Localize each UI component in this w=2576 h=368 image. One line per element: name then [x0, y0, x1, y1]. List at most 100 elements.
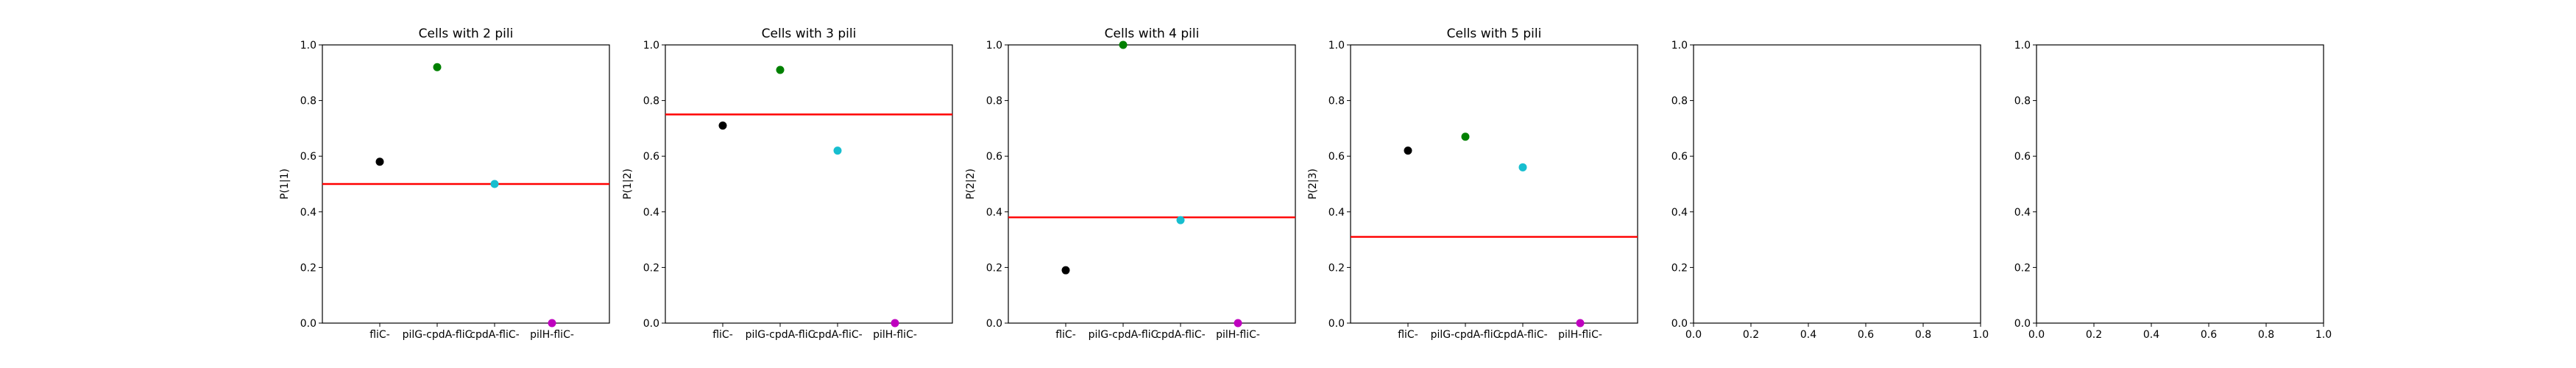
y-tick-label: 0.6 [2014, 151, 2031, 163]
x-tick-label: 0.6 [2201, 329, 2217, 341]
axes-frame [1008, 44, 1296, 324]
y-axis-label: P(1|2) [622, 169, 634, 199]
y-tick-label: 0.8 [643, 96, 659, 107]
y-axis-label: P(2|2) [965, 169, 977, 199]
subplot-2: 0.0 0.2 0.4 0.6 0.8 1.0 Cells with 3 pili P(1|2… [622, 26, 953, 341]
y-tick-label: 0.4 [300, 207, 316, 219]
y-tick-label: 0.4 [1328, 207, 1345, 219]
data-point [1061, 266, 1070, 275]
y-axis-label: P(2|3) [1307, 169, 1319, 199]
x-tick-label: 0.8 [1915, 329, 1931, 341]
subplot-5: 0.0 0.2 0.4 0.6 0.8 1.0 0.0 0.2 0.4 0.6 0.8 1.0 [1671, 40, 1989, 341]
y-tick-label: 1.0 [2014, 40, 2031, 52]
x-tick-label: pilG-cpdA-fliC [1089, 329, 1158, 341]
y-tick-label: 0.6 [1671, 151, 1688, 163]
subplot-3: 0.0 0.2 0.4 0.6 0.8 1.0 Cells with 4 pili P(2|2… [965, 26, 1296, 341]
axes-frame [2036, 44, 2324, 324]
y-tick-label: 0.6 [986, 151, 1002, 163]
y-tick-label: 0.0 [643, 318, 659, 330]
chart-title: Cells with 2 pili [419, 26, 514, 41]
x-tick-label: cpdA-fliC- [813, 329, 862, 341]
chart-title: Cells with 5 pili [1447, 26, 1542, 41]
chart-title: Cells with 4 pili [1105, 26, 1200, 41]
x-tick-label: pilG-cpdA-fliC [1431, 329, 1501, 341]
data-point [548, 319, 556, 328]
x-tick-label: pilG-cpdA-fliC [403, 329, 473, 341]
x-tick-label: 0.2 [2086, 329, 2102, 341]
x-tick-label: pilG-cpdA-fliC [746, 329, 815, 341]
y-tick-label: 1.0 [643, 40, 659, 52]
data-point [375, 158, 384, 166]
data-point [433, 63, 442, 71]
x-tick-label: 1.0 [2315, 329, 2332, 341]
axes-frame [1350, 44, 1638, 324]
y-tick-label: 0.4 [643, 207, 659, 219]
y-tick-label: 0.4 [2014, 207, 2031, 219]
y-tick-label: 0.0 [2014, 318, 2031, 330]
y-tick-label: 0.2 [643, 262, 659, 274]
x-tick-label: fliC- [1398, 329, 1418, 341]
x-tick-label: 0.2 [1743, 329, 1759, 341]
y-tick-label: 0.4 [1671, 207, 1688, 219]
y-tick-label: 0.8 [2014, 96, 2031, 107]
axes-frame [665, 44, 953, 324]
x-tick-label: 0.0 [1685, 329, 1702, 341]
x-tick-label: cpdA-fliC- [1498, 329, 1547, 341]
subplot-6: 0.0 0.2 0.4 0.6 0.8 1.0 0.0 0.2 0.4 0.6 0.8 1.0 [2014, 40, 2332, 341]
y-axis-label: P(1|1) [279, 169, 291, 199]
data-point [776, 66, 785, 74]
y-tick-label: 1.0 [1328, 40, 1345, 52]
data-point [1234, 319, 1242, 328]
x-tick-label: pilH-fliC- [873, 329, 917, 341]
y-tick-label: 0.6 [300, 151, 316, 163]
x-tick-label: fliC- [1055, 329, 1076, 341]
y-tick-label: 0.2 [986, 262, 1002, 274]
y-tick-label: 0.2 [300, 262, 316, 274]
y-tick-label: 0.0 [300, 318, 316, 330]
x-tick-label: fliC- [712, 329, 733, 341]
x-tick-label: pilH-fliC- [1216, 329, 1260, 341]
data-point [1119, 40, 1128, 49]
y-tick-label: 0.0 [1671, 318, 1688, 330]
x-tick-label: 0.6 [1858, 329, 1874, 341]
x-tick-label: pilH-fliC- [1558, 329, 1602, 341]
x-tick-label: cpdA-fliC- [1156, 329, 1205, 341]
data-point [1176, 216, 1185, 224]
y-tick-label: 0.8 [1671, 96, 1688, 107]
data-point [490, 180, 499, 188]
x-tick-label: 0.0 [2028, 329, 2045, 341]
data-point [1518, 163, 1527, 171]
x-tick-label: 0.4 [1800, 329, 1816, 341]
y-tick-label: 0.8 [300, 96, 316, 107]
y-tick-label: 0.6 [643, 151, 659, 163]
x-tick-label: 1.0 [1972, 329, 1989, 341]
y-tick-label: 0.8 [1328, 96, 1345, 107]
x-tick-label: fliC- [369, 329, 390, 341]
y-tick-label: 1.0 [986, 40, 1002, 52]
chart-title: Cells with 3 pili [762, 26, 857, 41]
y-tick-label: 0.2 [1328, 262, 1345, 274]
y-tick-label: 0.0 [986, 318, 1002, 330]
y-tick-label: 1.0 [1671, 40, 1688, 52]
subplot-4: 0.0 0.2 0.4 0.6 0.8 1.0 Cells with 5 pili P(2|3… [1307, 26, 1638, 341]
data-point [1404, 146, 1412, 155]
y-tick-label: 0.0 [1328, 318, 1345, 330]
data-point [718, 121, 727, 130]
x-tick-label: cpdA-fliC- [470, 329, 519, 341]
axes-frame [1693, 44, 1981, 324]
x-tick-label: pilH-fliC- [530, 329, 574, 341]
data-point [833, 146, 842, 155]
y-tick-label: 0.4 [986, 207, 1002, 219]
y-tick-label: 0.2 [2014, 262, 2031, 274]
y-tick-label: 0.8 [986, 96, 1002, 107]
y-tick-label: 0.2 [1671, 262, 1688, 274]
data-point [1461, 132, 1470, 141]
y-tick-label: 0.6 [1328, 151, 1345, 163]
subplot-1: 0.0 0.2 0.4 0.6 0.8 1.0 Cells with 2 pili P(1|1… [279, 26, 610, 341]
x-tick-label: 0.4 [2143, 329, 2159, 341]
data-point [1576, 319, 1585, 328]
y-tick-label: 1.0 [300, 40, 316, 52]
data-point [891, 319, 899, 328]
x-tick-label: 0.8 [2258, 329, 2274, 341]
